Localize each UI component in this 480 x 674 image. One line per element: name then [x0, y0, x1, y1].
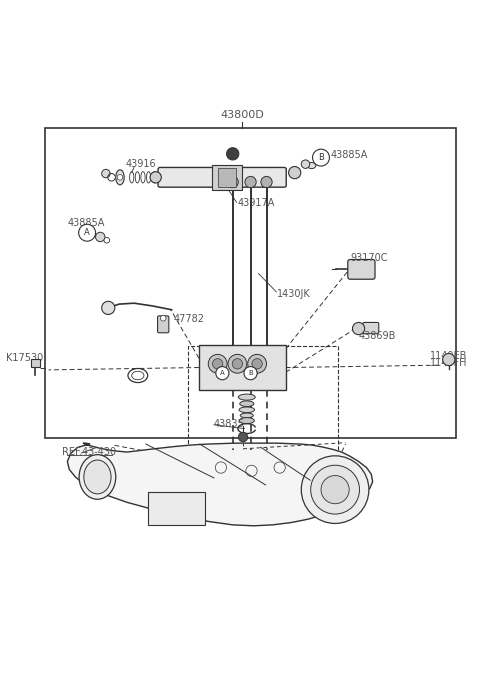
Circle shape [288, 166, 301, 179]
Circle shape [239, 432, 248, 441]
Circle shape [102, 169, 110, 178]
Circle shape [227, 148, 239, 160]
Text: K17530: K17530 [7, 353, 44, 363]
Text: 1140FH: 1140FH [430, 359, 468, 368]
Circle shape [102, 301, 115, 315]
Bar [217, 168, 236, 187]
Circle shape [79, 224, 96, 241]
Polygon shape [67, 443, 372, 526]
Circle shape [160, 315, 166, 321]
Circle shape [311, 465, 360, 514]
FancyBboxPatch shape [363, 322, 379, 334]
Circle shape [443, 353, 455, 366]
Circle shape [321, 476, 349, 503]
Circle shape [150, 172, 161, 183]
Bar [199, 346, 286, 390]
Circle shape [104, 237, 109, 243]
Text: 1430JK: 1430JK [277, 288, 311, 299]
Ellipse shape [79, 455, 116, 499]
Circle shape [117, 175, 123, 180]
FancyBboxPatch shape [157, 316, 169, 333]
Circle shape [245, 177, 256, 187]
Circle shape [352, 322, 365, 335]
Circle shape [248, 355, 266, 373]
Text: A: A [220, 370, 225, 376]
Bar [188, 346, 338, 459]
FancyBboxPatch shape [348, 259, 375, 279]
Circle shape [312, 149, 329, 166]
Text: B: B [318, 153, 324, 162]
Circle shape [227, 177, 239, 187]
Ellipse shape [84, 460, 111, 494]
FancyBboxPatch shape [158, 167, 286, 187]
Text: A: A [84, 228, 90, 237]
Ellipse shape [116, 170, 124, 185]
Bar [148, 492, 204, 525]
Ellipse shape [239, 394, 255, 400]
Text: REF.43-430: REF.43-430 [62, 447, 117, 457]
Text: 43800D: 43800D [220, 111, 264, 121]
Ellipse shape [240, 401, 254, 406]
Circle shape [244, 367, 257, 379]
Circle shape [301, 160, 310, 168]
Text: B: B [248, 370, 253, 376]
Text: 43869B: 43869B [359, 331, 396, 341]
Circle shape [252, 359, 262, 369]
Ellipse shape [239, 407, 254, 412]
Circle shape [261, 177, 272, 187]
Text: 93170C: 93170C [350, 253, 388, 263]
Circle shape [208, 355, 227, 373]
Bar [212, 164, 242, 190]
Circle shape [232, 359, 242, 369]
Text: 47782: 47782 [174, 314, 205, 324]
Ellipse shape [307, 162, 316, 168]
Circle shape [216, 367, 229, 379]
Text: 43835: 43835 [214, 419, 245, 429]
Text: 43885A: 43885A [68, 218, 105, 228]
Text: 43917A: 43917A [238, 198, 275, 208]
Bar [45, 128, 456, 438]
Circle shape [213, 359, 223, 369]
Bar [31, 359, 40, 367]
Circle shape [96, 233, 105, 242]
Circle shape [228, 355, 247, 373]
Ellipse shape [240, 413, 253, 418]
Ellipse shape [239, 418, 254, 424]
Circle shape [301, 456, 369, 524]
Text: 43885A: 43885A [330, 150, 368, 160]
Text: 1140EB: 1140EB [430, 350, 468, 361]
Text: 43916: 43916 [126, 159, 156, 169]
